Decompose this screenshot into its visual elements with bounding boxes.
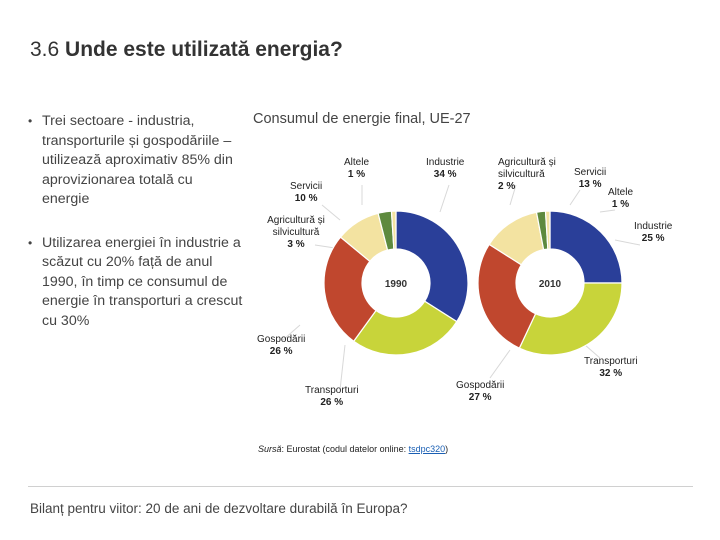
footer-divider [28, 486, 693, 487]
label-1990-transporturi: Transporturi 26 % [305, 385, 359, 408]
slide-number: 3.6 [30, 38, 60, 61]
leader-line [509, 184, 517, 206]
leader-line [282, 324, 301, 341]
label-1990-servicii: Servicii 10 % [290, 181, 323, 204]
label-2010-altele: Altele 1 % [608, 187, 634, 210]
leader-line [314, 244, 336, 249]
chart-title: Consumul de energie final, UE-27 [253, 111, 471, 127]
leader-line [339, 344, 346, 391]
leader-line [614, 239, 641, 246]
leader-line [569, 189, 581, 206]
leader-line [439, 184, 450, 213]
donut-slice-1990-gospodării [323, 236, 377, 343]
donut-slice-2010-industrie [549, 210, 623, 284]
source-note: Sursă: Eurostat (codul datelor online: t… [258, 444, 448, 454]
label-2010-transporturi: Transporturi 32 % [584, 356, 638, 379]
label-1990-altele: Altele 1 % [344, 157, 370, 180]
donut-center-year: 2010 [539, 279, 562, 290]
donut-slice-2010-gospodării [477, 243, 537, 349]
donut-slice-2010-transporturi [518, 282, 623, 356]
bullet-item: Utilizarea energiei în industrie a scăzu… [28, 234, 243, 332]
source-label: Sursă [258, 444, 282, 454]
slide-title-text: Unde este utilizată energia? [65, 38, 343, 61]
bullet-item: Trei sectoare - industria, transporturil… [28, 112, 243, 210]
donut-slice-1990-altele [390, 210, 397, 250]
slide-title: 3.6 Unde este utilizată energia? [30, 38, 343, 62]
label-2010-servicii: Servicii 13 % [574, 167, 607, 190]
source-close: ) [445, 444, 449, 454]
source-text: : Eurostat (codul datelor online: [281, 444, 409, 454]
label-1990-gospodarii: Gospodării 26 % [257, 334, 306, 357]
donut-slice-2010-altele [544, 210, 551, 250]
label-2010-agricultura: Agricultură și silvicultură 2 % [498, 157, 556, 192]
leader-line [599, 209, 616, 213]
source-link[interactable]: tsdpc320 [408, 444, 446, 454]
footer-text: Bilanț pentru viitor: 20 de ani de dezvo… [30, 501, 408, 516]
label-1990-agricultura: Agricultură și silvicultură 3 % [267, 215, 325, 250]
donut-center-year: 1990 [385, 279, 408, 290]
label-2010-gospodarii: Gospodării 27 % [456, 380, 505, 403]
leader-line [321, 204, 341, 221]
donut-slice-1990-industrie [395, 210, 469, 323]
bullet-list: Trei sectoare - industria, transporturil… [28, 112, 243, 355]
label-2010-industrie: Industrie 25 % [634, 221, 673, 244]
label-1990-industrie: Industrie 34 % [426, 157, 465, 180]
donut-slice-1990-transporturi [352, 300, 458, 356]
leader-line [489, 349, 511, 379]
leader-line [584, 344, 601, 359]
